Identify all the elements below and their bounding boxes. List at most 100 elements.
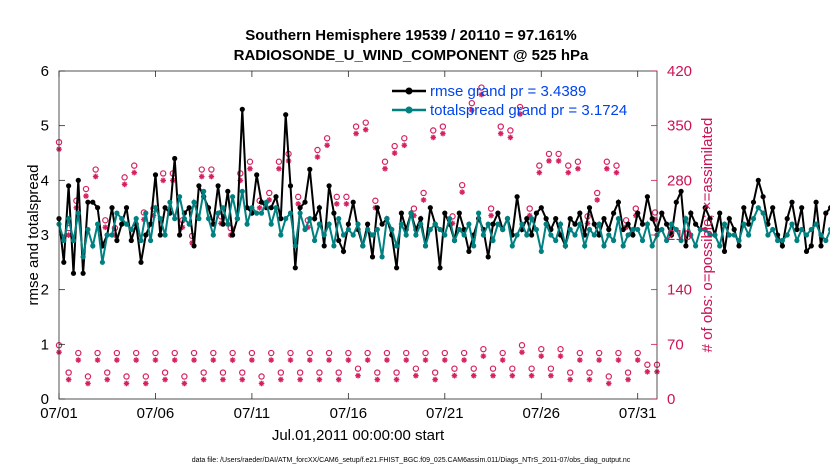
obs-possible-marker [595,349,603,357]
y-tick-label-right: 70 [667,336,684,353]
obs-possible-marker [487,205,495,212]
series-point-rmse [625,221,631,227]
obs-possible-marker [526,205,533,212]
y-tick-label-left: 1 [41,336,49,353]
series-point-rmse [760,194,766,200]
obs-possible-marker [246,158,254,165]
series-point-rmse [702,205,708,211]
series-point-spread [500,226,506,233]
series-point-spread [181,216,187,222]
footnote: data file: /Users/raeder/DAI/ATM_forcXX/… [192,457,631,464]
series-point-spread [244,221,250,227]
series-point-spread [750,216,757,222]
series-point-rmse [823,210,829,216]
series-point-rmse [808,243,814,249]
obs-assimilated-marker [432,376,438,383]
series-point-spread [128,226,134,233]
series-point-rmse [302,199,308,205]
series-point-spread [577,221,583,227]
series-point-rmse [307,166,313,172]
series-point-rmse [80,270,86,276]
obs-assimilated-marker [324,142,330,149]
obs-possible-marker [82,185,90,193]
series-point-spread [205,216,212,222]
series-point-spread [177,194,183,200]
series-point-rmse [630,232,636,238]
obs-possible-marker [615,349,622,357]
series-point-spread [172,216,178,222]
series-point-rmse [128,237,134,244]
obs-assimilated-marker [422,357,429,363]
series-point-spread [99,259,105,265]
series-point-spread [239,188,245,194]
series-point-rmse [659,210,665,216]
obs-assimilated-marker [420,197,427,203]
series-point-rmse [620,226,626,233]
y-tick-label-right: 280 [667,172,692,189]
obs-possible-marker [412,365,420,372]
obs-possible-marker [410,205,418,212]
series-point-spread [456,226,462,233]
obs-assimilated-marker [519,349,525,356]
series-point-spread [504,216,511,222]
obs-assimilated-marker [239,376,246,383]
obs-assimilated-marker [94,357,101,363]
series-point-rmse [688,210,694,216]
series-point-rmse [321,243,327,249]
series-point-rmse [789,199,795,205]
series-point-spread [394,243,400,249]
obs-possible-marker [439,123,447,130]
obs-possible-marker [198,166,205,173]
obs-assimilated-marker [133,357,139,363]
series-point-rmse [70,270,77,276]
series-point-rmse [75,177,81,183]
series-point-spread [789,221,795,227]
series-point-spread [196,216,202,222]
obs-possible-marker [171,349,178,357]
x-tick-label: 07/31 [619,405,657,422]
obs-assimilated-marker [131,169,138,176]
obs-assimilated-marker [557,353,564,359]
series-point-spread [625,232,631,238]
series-point-spread [514,232,520,238]
series-point-spread [263,199,269,205]
series-point-spread [418,221,424,227]
y-axis-label-right: # of obs: o=possible; ×=assimilated [699,118,716,353]
series-point-spread [775,237,781,244]
obs-assimilated-marker [509,372,516,379]
series-point-spread [167,199,173,205]
series-point-spread [567,226,573,233]
series-point-spread [340,232,347,238]
series-point-spread [693,243,699,249]
series-point-rmse [649,216,655,222]
obs-assimilated-marker [114,357,120,363]
series-point-spread [562,243,569,249]
obs-possible-marker [364,349,371,357]
obs-possible-marker [374,369,381,376]
series-point-rmse [442,210,448,216]
series-point-rmse [85,199,91,205]
series-point-spread [794,237,800,244]
obs-assimilated-marker [488,212,494,219]
series-point-spread [374,226,380,233]
series-point-rmse [606,226,612,233]
obs-assimilated-marker [123,380,130,387]
obs-possible-marker [460,349,468,357]
obs-possible-marker [451,365,458,372]
series-point-rmse [278,216,284,222]
series-point-rmse [538,205,544,211]
series-point-rmse [644,194,651,200]
series-point-rmse [273,194,279,200]
series-point-rmse [297,205,303,211]
obs-assimilated-marker [83,193,89,199]
series-point-rmse [731,226,737,233]
obs-assimilated-marker [316,376,323,383]
obs-possible-marker [555,150,562,158]
series-point-spread [755,205,761,211]
obs-assimilated-marker [384,357,390,363]
series-point-rmse [427,205,433,211]
series-point-rmse [374,205,380,211]
obs-possible-marker [181,373,188,380]
obs-possible-marker [431,369,439,376]
